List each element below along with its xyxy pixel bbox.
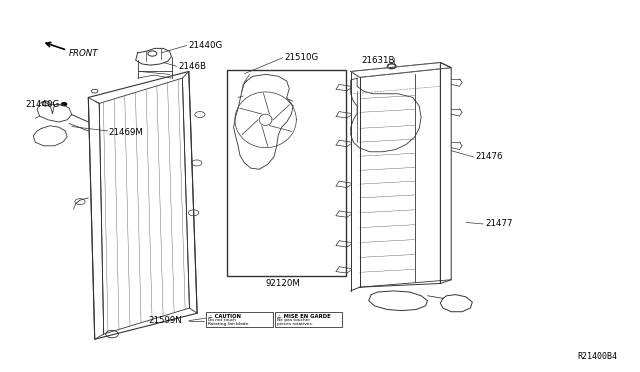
Bar bbox=[206, 312, 273, 327]
Text: 21476: 21476 bbox=[475, 153, 502, 161]
Text: FRONT: FRONT bbox=[69, 49, 99, 58]
Bar bbox=[275, 312, 342, 327]
Text: 21469M: 21469M bbox=[109, 128, 143, 137]
Text: Rotating fan blade.: Rotating fan blade. bbox=[208, 322, 250, 326]
Text: 92120M: 92120M bbox=[266, 279, 300, 288]
Text: 2146B: 2146B bbox=[179, 62, 207, 71]
Text: 21440G: 21440G bbox=[26, 100, 60, 109]
Text: 21440G: 21440G bbox=[189, 41, 223, 50]
Bar bbox=[227, 70, 346, 276]
Text: ⚠ MISE EN GARDE: ⚠ MISE EN GARDE bbox=[277, 314, 331, 319]
Text: Ne pas toucher: Ne pas toucher bbox=[277, 318, 310, 323]
Text: 21599N: 21599N bbox=[148, 316, 182, 325]
Text: ⚠ CAUTION: ⚠ CAUTION bbox=[208, 314, 241, 319]
Text: R21400B4: R21400B4 bbox=[578, 352, 618, 361]
Text: pieces rotatives.: pieces rotatives. bbox=[277, 322, 313, 326]
Text: Do not touch: Do not touch bbox=[208, 318, 236, 323]
Text: 21477: 21477 bbox=[485, 219, 513, 228]
Circle shape bbox=[61, 103, 67, 106]
Text: 21631B: 21631B bbox=[362, 56, 395, 65]
Text: 21510G: 21510G bbox=[285, 53, 319, 62]
